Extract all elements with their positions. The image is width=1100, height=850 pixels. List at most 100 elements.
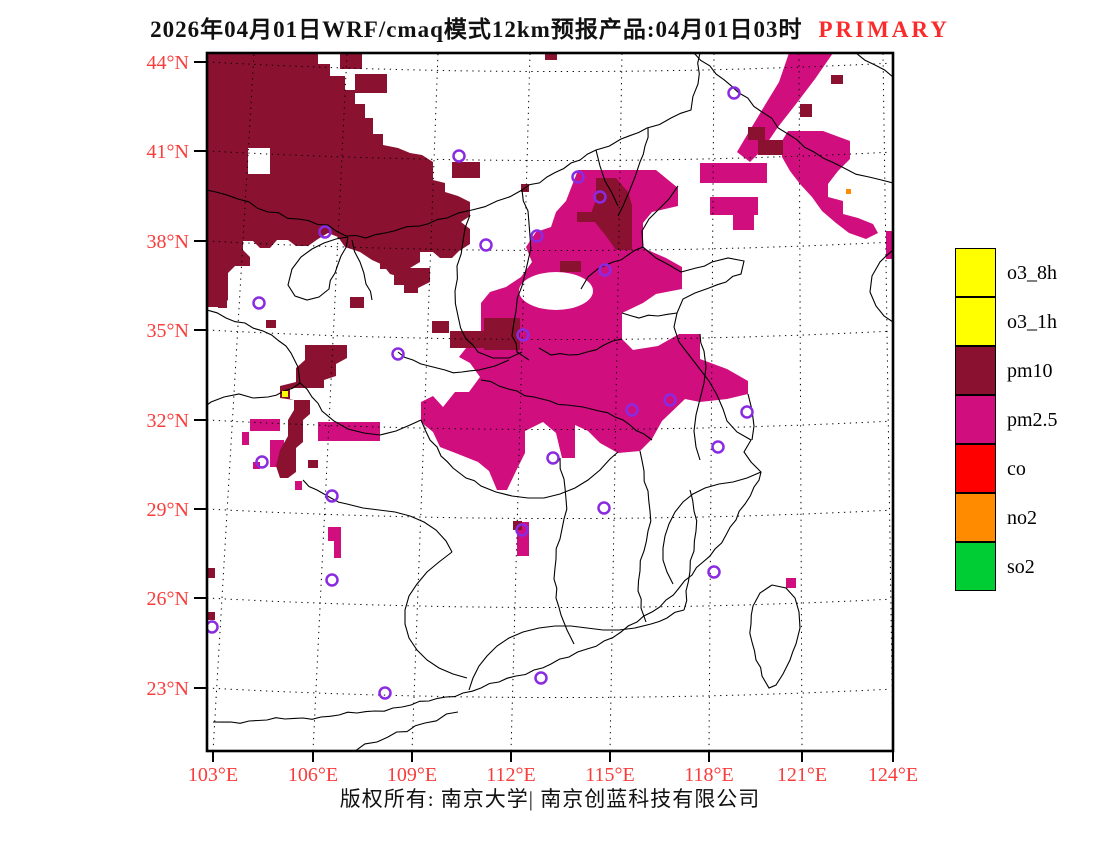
province-boundary [693,53,893,184]
province-boundary [637,450,652,623]
province-boundary [299,382,422,436]
city-marker [255,455,269,469]
legend-swatch [955,444,996,494]
copyright-footer: 版权所有: 南京大学| 南京创蓝科技有限公司 [339,787,761,811]
map-frame [205,51,895,753]
legend-item-no2: no2 [955,493,1058,543]
pm25-region [334,541,341,558]
no2-cell [846,189,851,194]
pm25-region [733,214,754,230]
parallel-gridline [207,508,892,519]
title-text: 2026年04月01日WRF/cmaq模式12km预报产品:04月01日03时 [150,17,803,42]
pm10-region [380,257,402,269]
pm25-region [710,197,758,215]
meridian-gridline [609,53,623,751]
city-marker [740,405,754,419]
legend-label: o3_8h [1007,262,1057,284]
pm10-region [748,127,765,140]
lon-tick-label: 124°E [868,764,918,786]
province-boundary [595,149,619,207]
pm25-region [318,422,380,441]
lon-tick-label: 109°E [387,764,437,786]
legend-swatch [955,395,996,445]
city-marker [534,671,548,685]
pm25-region [328,527,341,541]
pm25-region [786,578,796,588]
pm10-region [340,53,362,69]
province-boundary [747,393,755,441]
map-interior [207,53,893,751]
lon-tick-label: 106°E [288,764,338,786]
pm25-region [700,163,767,183]
province-boundary [538,338,623,356]
province-boundary [353,711,459,751]
city-marker [515,523,529,537]
pm10-region [266,320,276,328]
province-boundary [662,471,762,585]
province-boundary [617,127,649,217]
province-boundary [351,239,373,301]
province-boundary [693,333,707,461]
province-boundary [454,214,523,359]
province-boundary [468,609,685,691]
legend-swatch [955,542,996,592]
meridian-gridline [798,53,803,751]
pm10-region [276,345,347,478]
lat-tick-label: 44°N [147,52,189,74]
lat-tick-label: 29°N [147,499,189,521]
pm25-region [421,170,748,490]
city-marker [663,393,677,407]
o3-cell [282,391,288,397]
province-boundary [207,309,301,384]
province-boundary [621,312,678,319]
province-boundary [302,479,453,553]
city-marker [318,225,332,239]
legend-label: so2 [1007,556,1035,578]
legend-label: o3_1h [1007,311,1057,333]
lon-tick-label: 112°E [486,764,535,786]
province-boundary [480,379,653,441]
pm10-region [432,321,449,333]
parallel-gridline [207,687,892,698]
pm10-region [484,318,520,350]
city-marker [727,86,741,100]
pm10-region [404,283,418,293]
city-marker [597,501,611,515]
lon-tick-label: 115°E [585,764,634,786]
province-boundary [397,351,510,374]
province-boundary [553,457,575,645]
lat-tick-label: 41°N [147,141,189,163]
legend-item-o3_1h: o3_1h [955,297,1058,347]
legend-swatch [955,493,996,543]
pm10-region [452,162,480,178]
parallel-gridline [207,597,892,608]
province-boundary [855,53,893,78]
pm10-region [560,261,581,272]
city-marker [325,573,339,587]
legend-item-co: co [955,444,1058,494]
province-boundary [207,53,701,239]
legend-item-o3_8h: o3_8h [955,248,1058,298]
legend-swatch [955,297,996,347]
province-boundary [207,382,301,406]
lat-tick-label: 35°N [147,320,189,342]
pm10-region [450,331,485,348]
pollutant-legend: o3_8h o3_1h pm10 pm2.5 co no2 so2 [955,248,1058,592]
city-marker [598,263,612,277]
primary-pollutant-tag: PRIMARY [818,17,950,42]
city-marker [252,296,266,310]
meridian-gridline [411,53,439,751]
lon-tick-label: 118°E [684,764,733,786]
pm25-region [886,231,893,259]
province-boundary [580,246,644,290]
pm10-region [800,104,812,117]
province-boundary [683,489,698,611]
pm25-region [517,522,529,556]
clean-air-hole [248,148,270,174]
legend-label: co [1007,458,1026,480]
lon-tick-label: 103°E [188,764,238,786]
pm10-region [350,297,364,308]
legend-item-so2: so2 [955,542,1058,592]
